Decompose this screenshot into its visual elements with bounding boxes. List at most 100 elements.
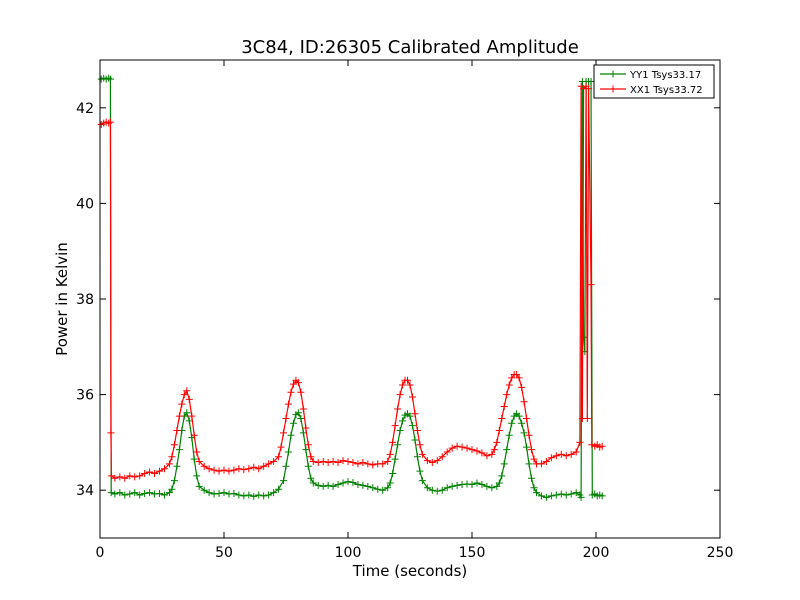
data-point <box>503 446 511 454</box>
data-point <box>282 415 290 422</box>
data-point <box>453 442 461 450</box>
x-axis: 0 50 100 150 200 250 <box>96 60 733 561</box>
data-point <box>552 452 560 460</box>
data-point <box>299 405 307 413</box>
data-point <box>453 481 461 489</box>
data-point <box>525 431 533 439</box>
data-point <box>173 462 181 470</box>
series-1 <box>97 74 606 501</box>
data-point <box>572 489 580 497</box>
series-layer <box>97 74 606 501</box>
data-point <box>190 431 198 439</box>
data-point <box>399 381 407 389</box>
data-point <box>399 417 407 425</box>
data-point <box>284 448 292 456</box>
data-point <box>314 458 322 466</box>
legend-label: XX1 Tsys33.72 <box>630 85 703 96</box>
data-point <box>518 419 526 427</box>
data-point <box>537 492 545 500</box>
data-point <box>168 485 176 493</box>
data-point <box>250 463 258 471</box>
data-point <box>386 479 394 487</box>
legend: YY1 Tsys33.17 XX1 Tsys33.72 <box>593 64 715 99</box>
legend-marker <box>609 85 617 93</box>
data-point <box>107 489 115 497</box>
data-point <box>324 458 332 466</box>
data-point <box>193 472 201 480</box>
data-point <box>369 461 377 469</box>
data-point <box>473 447 481 455</box>
data-point <box>478 480 486 488</box>
data-point <box>141 490 149 498</box>
data-point <box>240 492 248 500</box>
data-point <box>354 480 362 488</box>
data-point <box>107 429 115 437</box>
x-tick-label: 200 <box>583 545 610 561</box>
data-point <box>126 490 134 498</box>
data-point <box>572 448 580 456</box>
data-point <box>364 460 372 468</box>
data-point <box>354 460 362 468</box>
data-point <box>240 466 248 474</box>
data-point <box>528 446 536 454</box>
y-axis-label: Power in Kelvin <box>53 242 71 356</box>
data-point <box>518 383 526 391</box>
data-point <box>562 452 570 460</box>
data-point <box>587 78 595 86</box>
y-tick-label: 40 <box>76 196 94 212</box>
data-point <box>302 424 310 432</box>
y-tick-label: 38 <box>76 292 94 308</box>
data-point <box>384 484 392 492</box>
data-point <box>394 405 402 413</box>
data-point <box>230 490 238 498</box>
data-point <box>165 460 173 468</box>
data-point <box>576 438 584 446</box>
data-point <box>406 412 414 420</box>
data-point <box>180 391 188 399</box>
data-point <box>175 412 183 420</box>
data-point <box>359 481 367 489</box>
data-point <box>141 469 149 477</box>
data-point <box>339 457 347 465</box>
data-point <box>515 374 523 382</box>
data-point <box>406 381 414 389</box>
data-point <box>168 453 176 461</box>
data-point <box>344 458 352 466</box>
data-point <box>190 455 198 463</box>
data-point <box>185 395 193 403</box>
data-point <box>547 492 555 500</box>
data-point <box>428 486 436 494</box>
data-point <box>344 478 352 486</box>
data-point <box>448 444 456 452</box>
data-point <box>458 443 466 451</box>
data-point <box>324 481 332 489</box>
data-point <box>170 477 178 485</box>
data-point <box>297 415 305 422</box>
data-point <box>394 441 402 449</box>
data-point <box>503 391 511 399</box>
data-point <box>488 450 496 458</box>
data-point <box>116 489 124 497</box>
data-point <box>379 486 387 494</box>
data-point <box>146 468 154 476</box>
data-point <box>391 422 399 430</box>
data-point <box>520 398 528 406</box>
data-point <box>585 85 593 93</box>
data-point <box>131 473 139 481</box>
data-point <box>411 410 419 418</box>
data-point <box>282 462 290 470</box>
data-point <box>500 403 508 411</box>
data-point <box>505 431 513 439</box>
data-point <box>245 491 253 499</box>
data-point <box>391 455 399 463</box>
data-point <box>265 491 273 499</box>
data-point <box>528 474 536 482</box>
data-point <box>423 457 431 465</box>
data-point <box>577 493 585 501</box>
x-tick-label: 50 <box>215 545 233 561</box>
x-tick-label: 150 <box>459 545 486 561</box>
data-point <box>265 460 273 468</box>
data-point <box>270 458 278 466</box>
series-2 <box>97 82 606 482</box>
